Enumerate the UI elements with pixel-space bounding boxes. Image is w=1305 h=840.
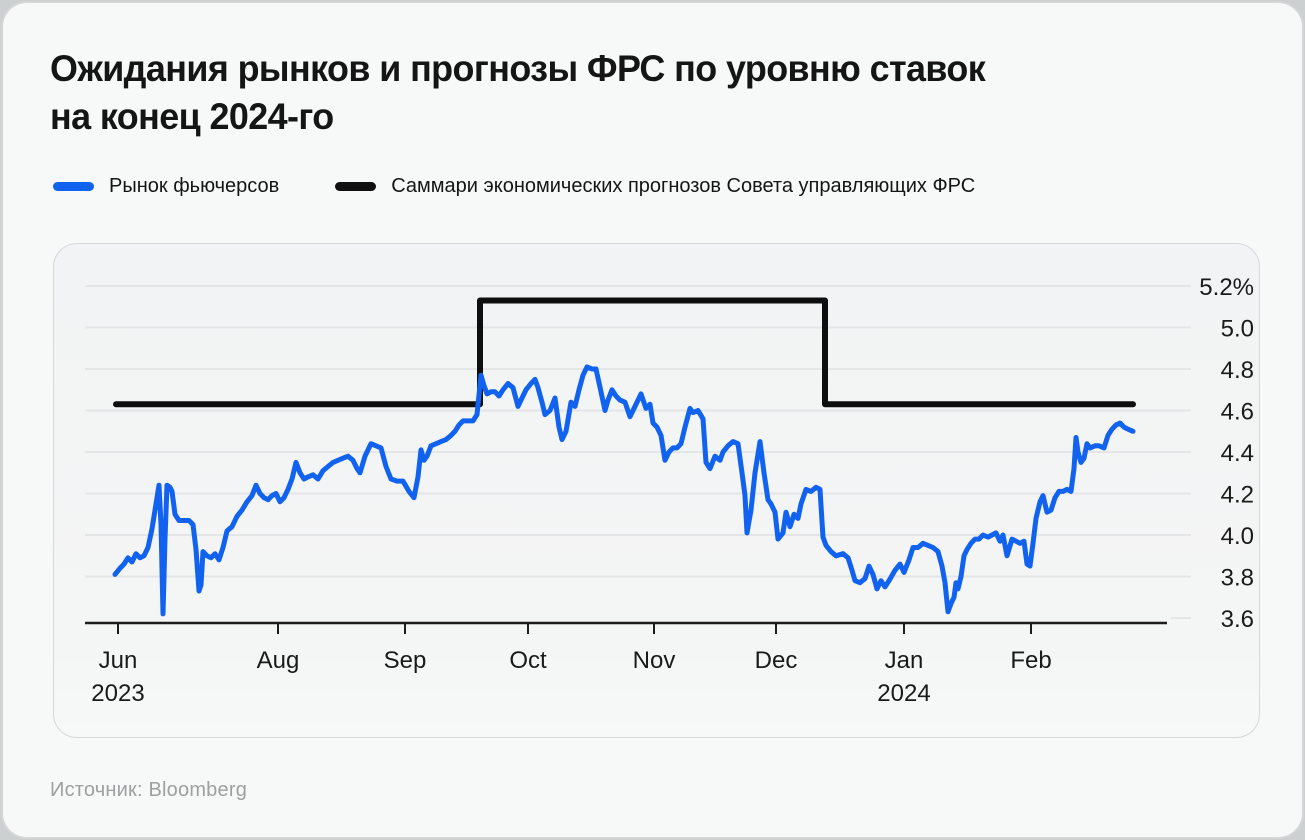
chart-legend: Рынок фьючерсов Саммари экономических пр…	[53, 175, 975, 198]
x-tick-label: Nov	[632, 647, 675, 674]
x-tick-label: Sep	[383, 647, 426, 674]
y-tick-label: 4.0	[1220, 523, 1253, 550]
y-tick-label: 3.8	[1220, 564, 1253, 591]
x-tick-year-label: 2024	[877, 680, 930, 707]
y-tick-label: 3.6	[1220, 606, 1253, 633]
y-tick-label: 4.2	[1220, 481, 1253, 508]
y-tick-label: 5.0	[1220, 315, 1253, 342]
futures-line	[112, 363, 1135, 616]
x-tick-label: Feb	[1010, 647, 1051, 674]
chart-card: 5.2% 5.0 4.8 4.6 4.4 4.2 4.0 3.8 3.6 Jun 2023 Aug Se…	[53, 243, 1260, 738]
chart-canvas: 5.2% 5.0 4.8 4.6 4.4 4.2 4.0 3.8 3.6 Jun 2023 Aug Se…	[84, 274, 1254, 707]
legend-item-futures: Рынок фьючерсов	[53, 175, 279, 198]
x-tick-label: Jan	[884, 647, 923, 674]
y-tick-label: 4.4	[1220, 440, 1253, 467]
x-tick-label: Dec	[754, 647, 797, 674]
page-title-line2: на конец 2024-го	[50, 96, 334, 137]
legend-label-sep: Саммари экономических прогнозов Совета у…	[391, 175, 976, 197]
legend-item-sep: Саммари экономических прогнозов Совета у…	[335, 175, 975, 198]
x-tick-label: Jun	[98, 647, 137, 674]
legend-label-futures: Рынок фьючерсов	[109, 175, 280, 197]
y-tick-label: 4.8	[1220, 357, 1253, 384]
source-caption: Источник: Bloomberg	[50, 779, 248, 801]
y-tick-label: 5.2%	[1199, 274, 1254, 301]
x-tick-year-label: 2023	[91, 680, 144, 707]
x-tick-label: Oct	[509, 647, 547, 674]
sep-line-swatch	[335, 182, 377, 191]
x-tick-label: Aug	[256, 647, 299, 674]
y-tick-label: 4.6	[1220, 398, 1253, 425]
futures-line-swatch	[53, 182, 94, 191]
page-title: Ожидания рынков и прогнозы ФРС по уровню…	[50, 45, 1233, 141]
sep-line	[112, 297, 1136, 407]
page-title-line1: Ожидания рынков и прогнозы ФРС по уровню…	[50, 48, 986, 89]
